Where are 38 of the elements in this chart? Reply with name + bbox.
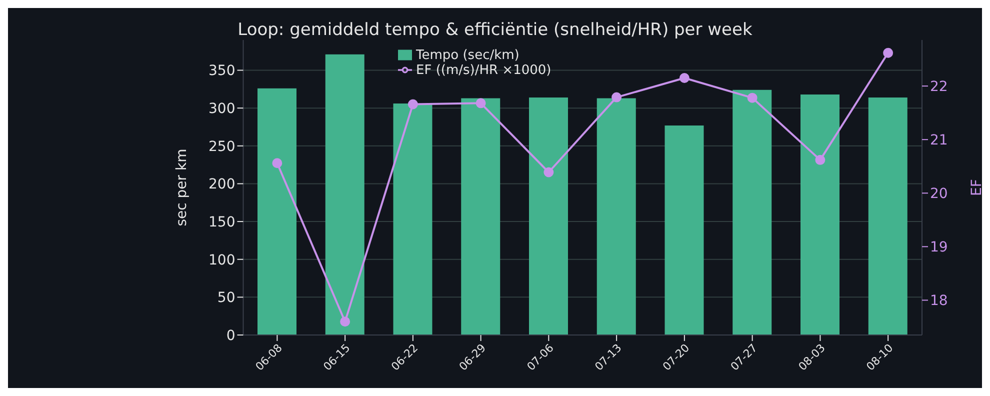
bar — [732, 90, 772, 335]
y2-tick-label: 19 — [930, 240, 948, 256]
bar — [461, 98, 500, 335]
point — [815, 154, 826, 165]
legend-label: Tempo (sec/km) — [416, 48, 520, 63]
y-tick-label: 350 — [208, 63, 236, 80]
point — [612, 92, 622, 102]
point — [476, 98, 486, 108]
y-tick-label: 250 — [208, 138, 236, 155]
y2-tick-label: 20 — [930, 186, 948, 202]
y-axis-title: sec per km — [174, 148, 190, 226]
y-tick-label: 50 — [217, 290, 236, 306]
y-tick-label: 100 — [208, 252, 236, 268]
chart-title: Loop: gemiddeld tempo & efficiëntie (snelheid/HR) per week — [236, 20, 754, 40]
point — [679, 73, 690, 84]
y-tick-label: 300 — [208, 101, 236, 118]
point — [272, 158, 282, 168]
bar — [325, 54, 364, 335]
point — [544, 167, 554, 178]
bar — [800, 94, 840, 335]
bar — [257, 88, 296, 335]
bar — [596, 98, 636, 335]
point — [747, 92, 758, 103]
legend-label: EF ((m/s)/HR ×1000) — [416, 63, 552, 78]
point — [340, 316, 350, 327]
bar — [393, 104, 432, 335]
y2-tick-label: 21 — [930, 132, 948, 149]
y2-axis-title: EF — [968, 179, 985, 196]
y2-tick-label: 18 — [930, 293, 948, 310]
bar — [664, 125, 704, 335]
y-tick-label: 150 — [208, 214, 236, 231]
bar — [528, 97, 568, 335]
y2-tick-label: 22 — [930, 79, 948, 96]
y-tick-label: 0 — [226, 328, 236, 344]
point — [408, 99, 418, 110]
y-tick-label: 200 — [208, 176, 236, 193]
bar — [868, 97, 908, 335]
point — [883, 48, 894, 58]
